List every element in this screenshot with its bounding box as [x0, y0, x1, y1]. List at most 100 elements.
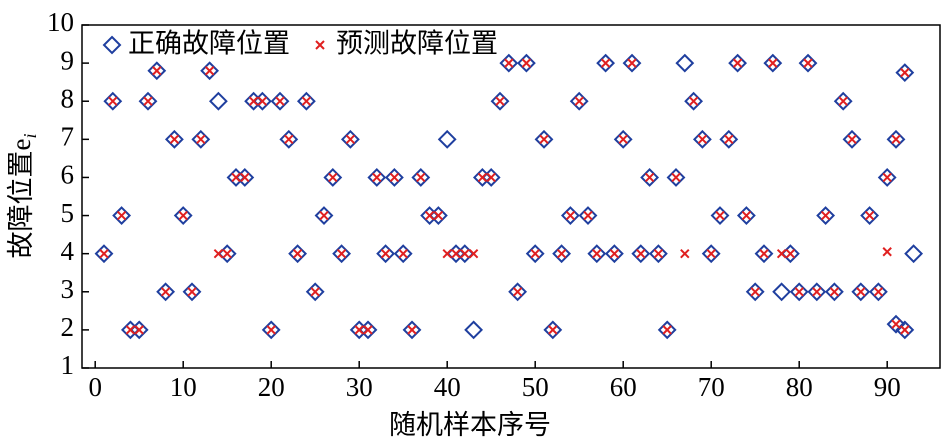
x-marker — [495, 96, 505, 106]
diamond-marker — [833, 91, 853, 111]
diamond-marker — [464, 320, 484, 340]
x-marker — [548, 325, 558, 335]
diamond-marker — [587, 244, 607, 264]
x-marker — [759, 248, 769, 259]
x-marker — [372, 172, 382, 183]
diamond-marker — [886, 314, 906, 334]
diamond-marker — [156, 282, 176, 302]
x-marker — [187, 287, 197, 297]
x-marker — [556, 248, 567, 259]
diamond-marker — [332, 244, 352, 264]
diamond-marker — [516, 53, 536, 73]
x-marker — [776, 248, 787, 259]
diamond-marker — [736, 206, 756, 225]
x-marker — [838, 96, 848, 106]
x-tick-label: 50 — [522, 372, 549, 402]
x-marker — [504, 58, 514, 68]
diamond-marker — [701, 244, 721, 264]
x-tick-label: 30 — [346, 372, 373, 402]
x-marker — [820, 210, 831, 221]
x-marker — [407, 325, 417, 335]
diamond-marker — [543, 320, 563, 340]
x-marker — [460, 248, 470, 259]
diamond-marker — [490, 91, 510, 111]
x-marker — [389, 172, 400, 183]
diamond-marker — [816, 206, 836, 225]
y-tick-label: 10 — [47, 7, 74, 37]
diamond-marker — [200, 61, 220, 81]
diamond-marker — [525, 244, 545, 264]
diamond-marker — [314, 206, 334, 225]
diamond-marker — [648, 244, 668, 264]
x-marker — [618, 134, 628, 145]
diamond-marker — [640, 168, 660, 187]
x-tick-label: 0 — [88, 372, 102, 402]
x-marker — [873, 287, 884, 297]
diamond-marker — [860, 206, 880, 225]
diamond-marker — [367, 168, 387, 187]
diamond-marker — [112, 206, 132, 225]
y-axis-label-main: 故障位置e — [6, 139, 36, 259]
x-marker — [468, 248, 479, 259]
diamond-marker — [675, 53, 695, 73]
y-axis-label-sub: i — [20, 134, 40, 139]
x-marker — [134, 325, 144, 335]
x-marker — [169, 134, 180, 145]
diamond-marker — [437, 129, 457, 149]
diamond-marker — [666, 168, 686, 187]
x-marker — [627, 58, 637, 68]
x-marker — [530, 248, 540, 259]
y-tick-label: 1 — [61, 350, 75, 380]
x-marker — [706, 248, 716, 259]
x-marker — [891, 134, 901, 145]
legend-label: 预测故障位置 — [336, 29, 498, 60]
diamond-marker — [147, 61, 167, 81]
x-marker — [829, 287, 840, 297]
diamond-marker — [895, 63, 915, 83]
x-marker — [891, 319, 901, 329]
diamond-marker — [886, 129, 906, 149]
diamond-marker — [279, 129, 299, 149]
y-tick-label: 9 — [61, 45, 75, 75]
x-marker — [424, 210, 435, 221]
diamond-marker — [411, 168, 431, 187]
x-marker — [732, 58, 743, 68]
x-marker — [565, 210, 576, 221]
x-marker — [275, 96, 285, 106]
x-marker — [644, 172, 655, 183]
x-marker — [856, 287, 866, 297]
x-marker — [741, 210, 752, 221]
x-marker — [345, 134, 356, 145]
x-marker — [512, 287, 523, 297]
diamond-marker — [631, 244, 651, 264]
y-axis-label: 故障位置ei — [6, 134, 40, 259]
x-marker — [574, 96, 584, 106]
x-marker — [416, 172, 426, 183]
legend-label: 正确故障位置 — [128, 29, 290, 60]
x-tick-label: 60 — [610, 372, 637, 402]
x-marker — [196, 134, 206, 145]
diamond-marker — [164, 129, 184, 149]
diamond-marker — [710, 206, 730, 225]
diamond-marker — [173, 206, 193, 225]
diamond-marker — [94, 244, 114, 264]
diamond-marker — [376, 244, 396, 264]
diamond-marker — [851, 282, 871, 302]
diamond-marker — [560, 206, 580, 225]
x-marker — [653, 248, 664, 259]
x-marker — [328, 172, 338, 183]
x-marker — [266, 325, 276, 335]
x-marker — [354, 325, 364, 335]
diamond-marker — [798, 53, 818, 73]
x-marker — [812, 287, 822, 297]
diamond-marker — [534, 129, 554, 149]
x-marker — [310, 287, 320, 297]
legend-marker — [102, 35, 122, 55]
diamond-marker — [789, 282, 809, 302]
x-marker — [900, 67, 910, 78]
x-marker — [178, 210, 188, 221]
diamond-marker — [613, 129, 633, 149]
diamond-marker — [772, 282, 792, 302]
diamond-marker — [868, 282, 888, 302]
x-marker — [600, 58, 611, 68]
